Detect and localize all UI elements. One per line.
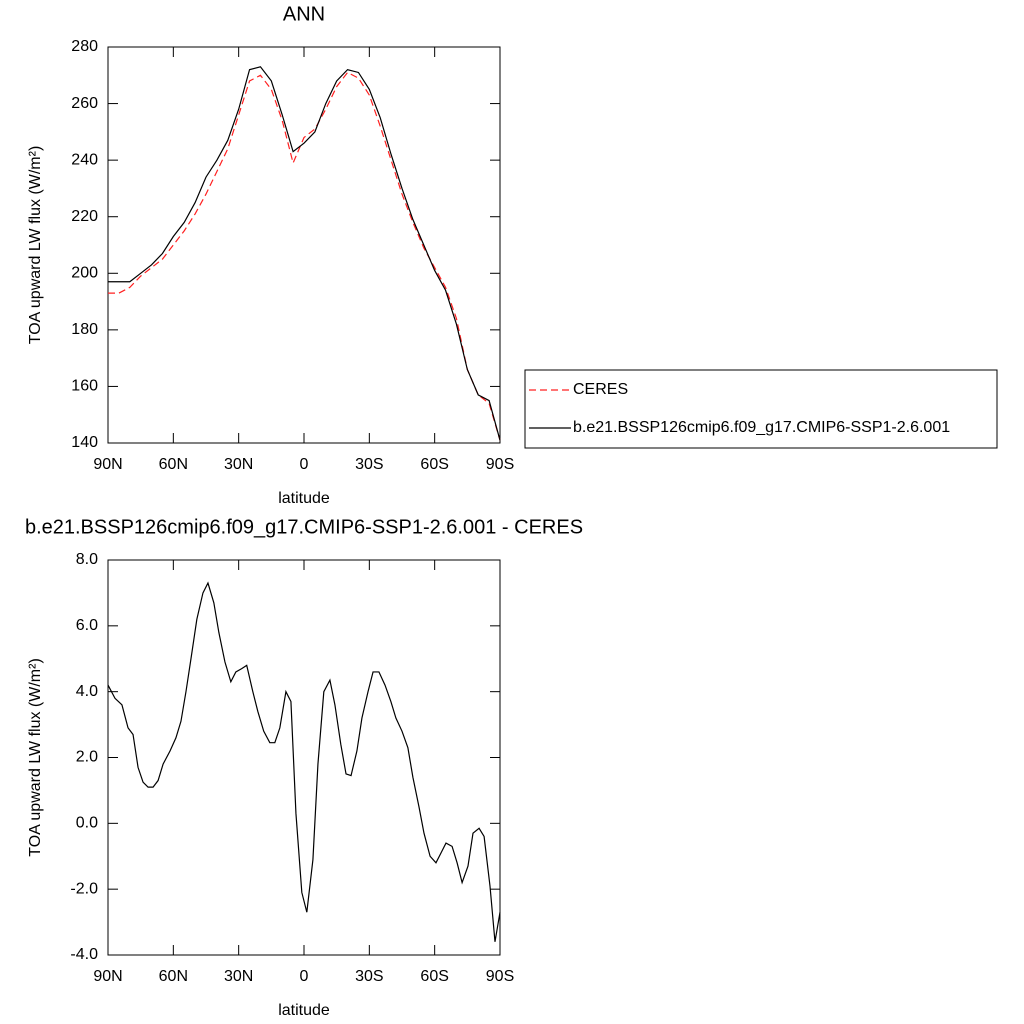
x-tick-label: 0: [300, 968, 309, 985]
data-line: [108, 71, 501, 441]
x-tick-label: 60N: [159, 968, 188, 985]
y-tick-label: 200: [71, 265, 98, 282]
y-tick-label: 8.0: [76, 551, 98, 568]
data-line: [108, 66, 501, 441]
y-tick-label: 220: [71, 208, 98, 225]
y-axis-label: TOA upward LW flux (W/m²): [27, 658, 44, 857]
x-tick-label: 30N: [224, 456, 253, 473]
y-axis-label: TOA upward LW flux (W/m²): [27, 146, 44, 345]
y-tick-label: 6.0: [76, 617, 98, 634]
y-tick-label: 160: [71, 378, 98, 395]
chart-title: ANN: [283, 3, 325, 25]
legend-label: CERES: [573, 381, 628, 398]
y-tick-label: 4.0: [76, 683, 98, 700]
y-tick-label: 180: [71, 321, 98, 338]
x-tick-label: 60N: [159, 456, 188, 473]
x-tick-label: 90S: [486, 456, 514, 473]
y-tick-label: -4.0: [70, 946, 98, 963]
x-tick-label: 30S: [355, 456, 383, 473]
x-tick-label: 90S: [486, 968, 514, 985]
x-tick-label: 90N: [93, 968, 122, 985]
y-tick-label: -2.0: [70, 880, 98, 897]
legend-box: [524, 369, 998, 449]
y-tick-label: 0.0: [76, 815, 98, 832]
x-axis-label: latitude: [278, 1002, 330, 1019]
x-tick-label: 0: [300, 456, 309, 473]
y-tick-label: 260: [71, 95, 98, 112]
x-tick-label: 60S: [420, 968, 448, 985]
x-axis-label: latitude: [278, 490, 330, 507]
y-tick-label: 2.0: [76, 749, 98, 766]
x-tick-label: 30S: [355, 968, 383, 985]
x-tick-label: 90N: [93, 456, 122, 473]
chart-title: b.e21.BSSP126cmip6.f09_g17.CMIP6-SSP1-2.…: [25, 516, 583, 538]
legend-label: b.e21.BSSP126cmip6.f09_g17.CMIP6-SSP1-2.…: [573, 419, 950, 436]
x-tick-label: 60S: [420, 456, 448, 473]
y-tick-label: 140: [71, 434, 98, 451]
y-tick-label: 240: [71, 151, 98, 168]
x-tick-label: 30N: [224, 968, 253, 985]
data-line: [107, 581, 501, 942]
y-tick-label: 280: [71, 38, 98, 55]
plot-frame: [107, 46, 501, 444]
